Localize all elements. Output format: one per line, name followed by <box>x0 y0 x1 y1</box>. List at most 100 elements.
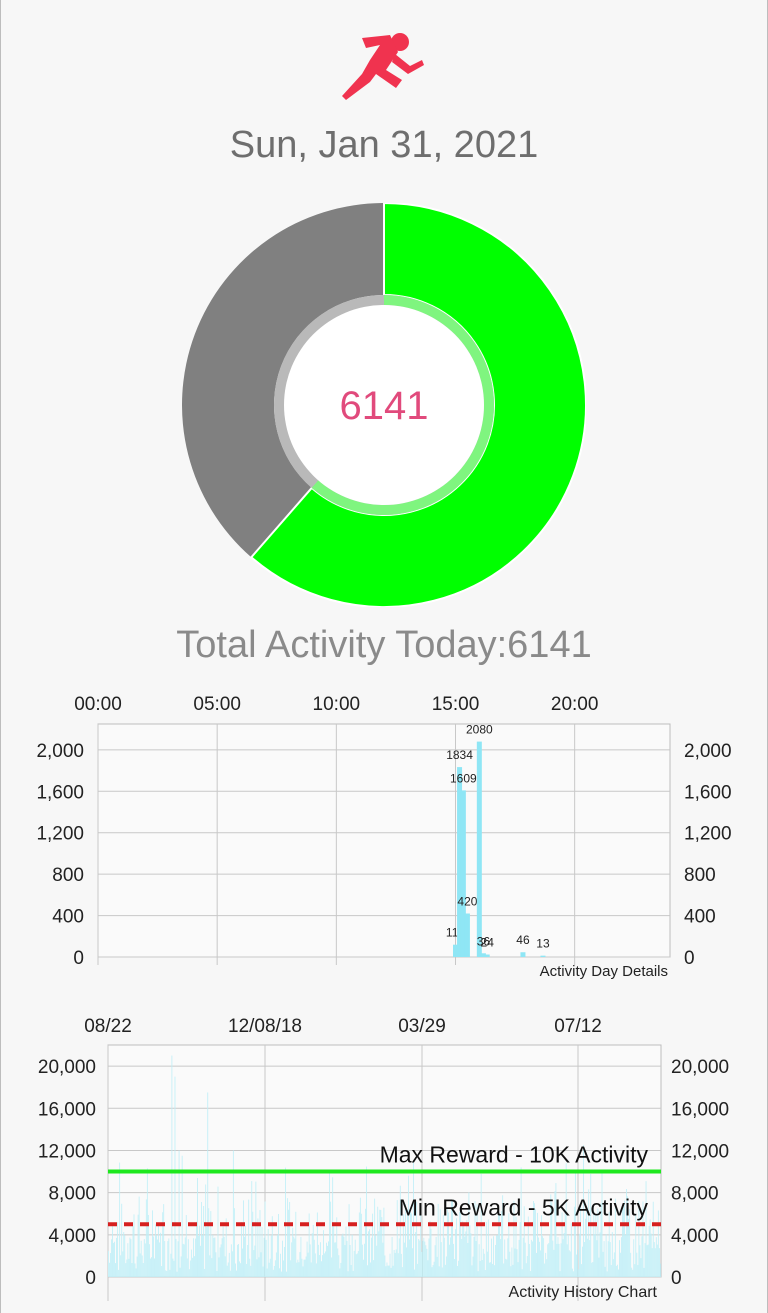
history-bar <box>174 1076 176 1277</box>
day-y-tick-right: 1,200 <box>684 824 732 845</box>
history-bar <box>144 1243 146 1277</box>
history-bar <box>231 1251 233 1277</box>
history-y-tick-right: 4,000 <box>671 1226 719 1247</box>
history-bar <box>192 1238 194 1277</box>
history-bar <box>571 1268 573 1277</box>
history-bar <box>463 1225 465 1277</box>
history-bar <box>472 1256 474 1277</box>
history-bar <box>607 1241 609 1277</box>
history-bar <box>159 1242 161 1277</box>
history-bar <box>535 1208 536 1277</box>
history-bar <box>488 1262 490 1277</box>
history-bar <box>441 1267 443 1277</box>
history-bar <box>617 1269 619 1277</box>
history-bar <box>180 1256 182 1277</box>
day-plot-area <box>97 723 671 958</box>
history-bar <box>212 1235 214 1277</box>
history-bar <box>534 1203 535 1277</box>
history-bar <box>358 1212 360 1277</box>
history-bar <box>433 1261 435 1277</box>
history-bar <box>557 1237 559 1277</box>
history-bar <box>479 1260 481 1277</box>
history-bar <box>649 1219 651 1277</box>
history-bar <box>426 1248 428 1277</box>
history-bar <box>352 1270 354 1277</box>
day-bar-label: 420 <box>457 895 477 909</box>
history-bar <box>162 1212 164 1277</box>
day-y-tick-left: 800 <box>52 865 84 886</box>
history-bar <box>177 1241 179 1277</box>
history-bar <box>653 1242 655 1277</box>
history-x-tick: 03/29 <box>398 1016 446 1037</box>
history-bar <box>614 1198 616 1277</box>
history-bar <box>385 1266 387 1277</box>
history-bar <box>638 1201 640 1277</box>
history-bar <box>262 1266 264 1277</box>
history-bar <box>429 1220 431 1277</box>
history-bar <box>423 1237 425 1277</box>
history-bar <box>442 1214 444 1277</box>
day-bar-label: 1609 <box>450 771 477 785</box>
history-bar <box>209 1255 211 1277</box>
history-bar <box>598 1257 600 1277</box>
history-bar <box>408 1175 409 1277</box>
history-bar <box>256 1259 258 1277</box>
history-bar <box>195 1238 196 1277</box>
history-bar <box>128 1258 130 1277</box>
history-bar <box>322 1255 323 1277</box>
history-bar <box>225 1218 227 1277</box>
history-bar <box>609 1242 611 1277</box>
history-bar <box>467 1242 469 1277</box>
total-activity-label: Total Activity Today:6141 <box>176 624 592 666</box>
history-bar <box>588 1189 590 1277</box>
history-bar <box>622 1208 623 1277</box>
history-bar <box>272 1269 274 1277</box>
history-chart-bars <box>108 1055 661 1277</box>
history-bar <box>245 1225 247 1277</box>
day-y-tick-left: 1,600 <box>36 782 84 803</box>
history-bar <box>543 1238 545 1277</box>
history-bar <box>570 1223 572 1277</box>
history-y-tick-left: 8,000 <box>48 1184 96 1205</box>
history-bar <box>147 1214 149 1277</box>
history-bar <box>628 1218 630 1277</box>
history-bar <box>247 1245 249 1277</box>
history-bar <box>497 1235 498 1277</box>
history-bar <box>580 1205 581 1277</box>
day-bar-label: 36 <box>477 934 491 948</box>
history-bar <box>513 1200 515 1277</box>
history-bar <box>370 1262 371 1277</box>
history-bar <box>633 1239 635 1277</box>
history-bar <box>124 1235 126 1277</box>
day-y-tick-right: 400 <box>684 907 716 928</box>
history-bar <box>529 1271 531 1277</box>
history-bar <box>270 1235 272 1277</box>
history-bar <box>415 1232 417 1277</box>
history-bar <box>407 1209 408 1277</box>
history-bar <box>581 1264 582 1277</box>
history-bar <box>344 1245 346 1277</box>
history-bar <box>556 1243 558 1277</box>
history-chart-title: Activity History Chart <box>509 1284 658 1301</box>
history-bar <box>484 1270 486 1277</box>
history-bar <box>307 1252 309 1277</box>
history-bar <box>296 1262 298 1277</box>
day-bar-label: 1834 <box>446 748 473 762</box>
history-bar <box>186 1258 188 1277</box>
history-bar <box>224 1256 226 1277</box>
history-bar <box>331 1257 333 1277</box>
history-bar <box>462 1221 464 1277</box>
history-bar <box>445 1256 447 1277</box>
history-bar <box>234 1263 236 1277</box>
history-bar <box>191 1257 193 1277</box>
history-bar <box>421 1251 423 1277</box>
history-bar <box>190 1249 192 1277</box>
history-bar <box>222 1226 224 1277</box>
history-bar <box>145 1199 147 1277</box>
history-bar <box>215 1252 217 1277</box>
history-bar <box>343 1236 345 1277</box>
history-bar <box>318 1254 320 1277</box>
history-bar <box>471 1265 473 1277</box>
history-bar <box>339 1268 341 1277</box>
history-bar <box>473 1236 475 1277</box>
